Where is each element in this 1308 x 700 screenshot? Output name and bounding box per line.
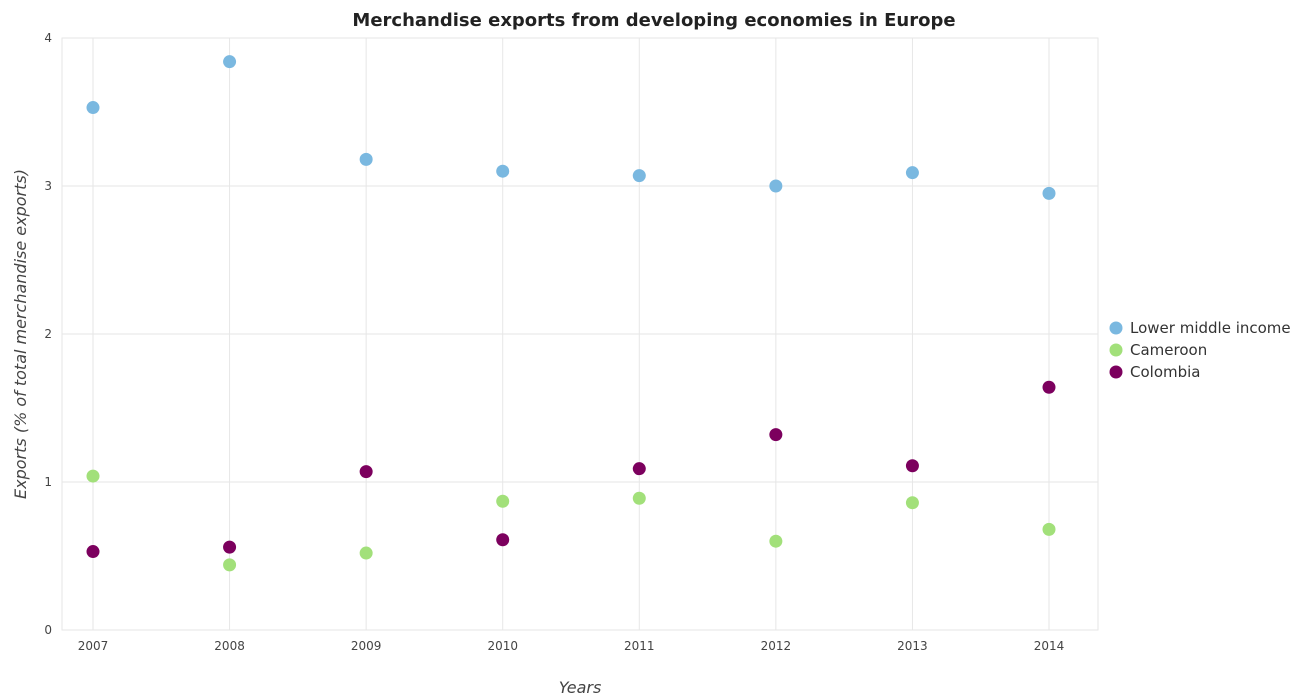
- data-point: [769, 428, 783, 442]
- plot-frame: [61, 37, 1099, 631]
- data-point: [496, 164, 510, 178]
- data-point: [1042, 380, 1056, 394]
- y-axis-title: Exports (% of total merchandise exports): [11, 169, 30, 499]
- grid-lines: [62, 37, 1098, 631]
- data-point: [223, 558, 237, 572]
- data-point: [359, 546, 373, 560]
- data-point: [223, 540, 237, 554]
- y-tick-label: 0: [44, 623, 52, 637]
- x-tick-label: 2007: [78, 639, 109, 653]
- data-point: [632, 491, 646, 505]
- data-point: [769, 179, 783, 193]
- data-point: [86, 469, 100, 483]
- y-tick-label: 1: [44, 475, 52, 489]
- data-points: [86, 55, 1056, 572]
- legend-marker: [1109, 343, 1123, 357]
- legend-label: Lower middle income: [1130, 319, 1291, 337]
- data-point: [905, 459, 919, 473]
- data-point: [86, 101, 100, 115]
- legend-marker: [1109, 321, 1123, 335]
- data-point: [769, 534, 783, 548]
- x-tick-label: 2014: [1034, 639, 1065, 653]
- x-tick-label: 2012: [761, 639, 792, 653]
- y-tick-label: 4: [44, 31, 52, 45]
- series-colombia: [86, 380, 1056, 559]
- chart-title: Merchandise exports from developing econ…: [352, 10, 955, 31]
- series-lower-middle-income: [86, 55, 1056, 200]
- legend: Lower middle income Cameroon Colombia: [1109, 319, 1291, 381]
- legend-label: Cameroon: [1130, 341, 1207, 359]
- data-point: [223, 55, 237, 69]
- x-axis-title: Years: [559, 678, 602, 697]
- data-point: [905, 166, 919, 180]
- legend-label: Colombia: [1130, 363, 1201, 381]
- legend-marker: [1109, 365, 1123, 379]
- data-point: [86, 545, 100, 559]
- data-point: [632, 462, 646, 476]
- data-point: [905, 496, 919, 510]
- x-tick-label: 2008: [214, 639, 245, 653]
- y-tick-label: 3: [44, 179, 52, 193]
- x-tick-label: 2013: [897, 639, 928, 653]
- y-tick-label: 2: [44, 327, 52, 341]
- data-point: [496, 533, 510, 547]
- data-point: [632, 169, 646, 183]
- x-tick-label: 2010: [487, 639, 518, 653]
- data-point: [1042, 522, 1056, 536]
- x-tick-label: 2009: [351, 639, 382, 653]
- x-axis-ticks: 2007 2008 2009 2010 2011 2012 2013 2014: [78, 639, 1065, 653]
- y-axis-ticks: 0 1 2 3 4: [44, 31, 52, 637]
- data-point: [1042, 186, 1056, 200]
- x-tick-label: 2011: [624, 639, 655, 653]
- series-cameroon: [86, 469, 1056, 572]
- data-point: [496, 494, 510, 508]
- data-point: [359, 152, 373, 166]
- data-point: [359, 465, 373, 479]
